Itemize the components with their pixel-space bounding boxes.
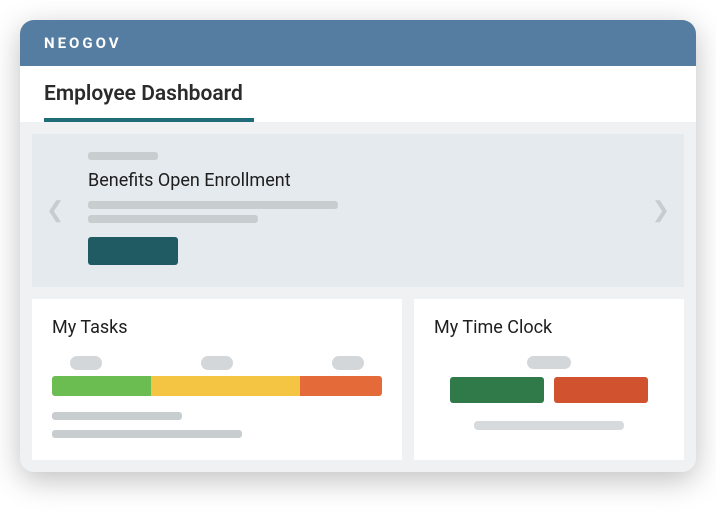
banner-cta-button[interactable] — [88, 237, 178, 265]
banner-next-icon[interactable]: ❯ — [652, 200, 670, 222]
banner-title: Benefits Open Enrollment — [88, 170, 644, 191]
task-legend-pill — [201, 356, 233, 370]
topbar: NEOGOV — [20, 20, 696, 66]
clock-footer-placeholder — [474, 421, 624, 430]
task-segment — [52, 376, 151, 396]
my-time-clock-card: My Time Clock — [414, 299, 684, 460]
my-time-clock-title: My Time Clock — [434, 317, 664, 338]
task-segment — [151, 376, 300, 396]
clock-buttons-row — [434, 377, 664, 403]
cards-row: My Tasks My Time Clock — [32, 299, 684, 460]
task-legend — [52, 356, 382, 370]
subheader: Employee Dashboard — [20, 66, 696, 122]
clock-action-button[interactable] — [554, 377, 648, 403]
task-text-line-2 — [52, 430, 242, 438]
app-window: NEOGOV Employee Dashboard ❮ Benefits Ope… — [20, 20, 696, 472]
task-text-line-1 — [52, 412, 182, 420]
my-tasks-title: My Tasks — [52, 317, 382, 338]
my-tasks-card: My Tasks — [32, 299, 402, 460]
banner-text-line-1 — [88, 201, 338, 209]
task-legend-pill — [70, 356, 102, 370]
task-segment — [300, 376, 383, 396]
announcement-banner: ❮ Benefits Open Enrollment ❯ — [32, 134, 684, 287]
task-legend-pill — [332, 356, 364, 370]
brand-logo: NEOGOV — [44, 34, 122, 52]
banner-prev-icon[interactable]: ❮ — [46, 200, 64, 222]
banner-text-line-2 — [88, 215, 258, 223]
clock-status-row — [434, 356, 664, 369]
task-progress-bar — [52, 376, 382, 396]
page-title: Employee Dashboard — [44, 82, 672, 118]
clock-action-button[interactable] — [450, 377, 544, 403]
banner-eyebrow-placeholder — [88, 152, 158, 160]
clock-status-pill — [527, 356, 571, 369]
content-area: ❮ Benefits Open Enrollment ❯ My Tasks — [20, 122, 696, 472]
